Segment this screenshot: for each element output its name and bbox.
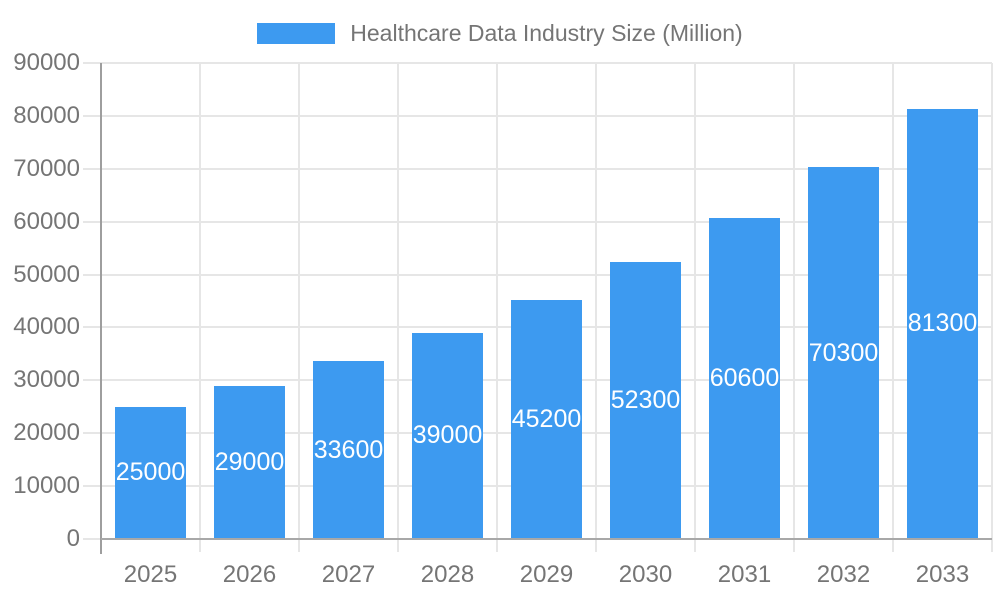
y-axis-label: 80000 xyxy=(13,101,80,129)
x-axis-label: 2028 xyxy=(420,561,475,588)
x-gridline xyxy=(892,63,894,539)
y-axis-tick xyxy=(83,114,101,117)
bar-2025[interactable] xyxy=(115,406,186,539)
x-gridline xyxy=(694,63,696,539)
y-gridline xyxy=(101,220,992,223)
x-axis-tick xyxy=(199,539,201,552)
x-axis-label: 2027 xyxy=(321,561,376,588)
x-axis-label: 2031 xyxy=(717,561,772,588)
x-gridline xyxy=(991,63,993,539)
y-axis-tick xyxy=(83,326,101,329)
y-axis-tick xyxy=(83,379,101,382)
bar-value-label: 52300 xyxy=(610,386,681,415)
y-axis-tick xyxy=(83,62,101,64)
x-axis-tick xyxy=(595,539,597,552)
legend-swatch xyxy=(257,22,336,44)
y-axis-label: 60000 xyxy=(13,207,80,235)
y-axis-label: 70000 xyxy=(13,154,80,182)
bar-value-label: 33600 xyxy=(313,435,384,464)
bar-2032[interactable] xyxy=(808,167,879,539)
y-axis-label: 30000 xyxy=(13,366,80,394)
x-axis-tick xyxy=(496,539,498,552)
x-axis-tick xyxy=(991,539,993,552)
bar-2027[interactable] xyxy=(313,361,384,539)
bar-value-label: 39000 xyxy=(412,421,483,450)
bar-value-label: 29000 xyxy=(214,447,285,476)
x-axis-label: 2029 xyxy=(519,561,574,588)
y-gridline xyxy=(101,114,992,117)
x-axis-tick xyxy=(793,539,795,552)
bar-value-label: 45200 xyxy=(511,404,582,433)
x-axis-label: 2030 xyxy=(618,561,673,588)
x-axis-line xyxy=(101,538,992,540)
x-axis-label: 2026 xyxy=(222,561,277,588)
bar-2033[interactable] xyxy=(907,109,978,539)
y-axis-label: 90000 xyxy=(13,49,80,76)
x-axis-tick xyxy=(694,539,696,552)
y-gridline xyxy=(101,62,992,64)
y-axis-label: 10000 xyxy=(13,472,80,500)
x-gridline xyxy=(199,63,201,539)
bar-value-label: 70300 xyxy=(808,338,879,367)
y-axis-tick xyxy=(83,485,101,488)
y-axis-label: 40000 xyxy=(13,313,80,341)
y-axis-label: 20000 xyxy=(13,419,80,447)
x-axis-label: 2032 xyxy=(816,561,871,588)
y-axis-tick xyxy=(83,167,101,170)
bar-2031[interactable] xyxy=(709,218,780,539)
x-gridline xyxy=(793,63,795,539)
y-axis-tick xyxy=(83,273,101,276)
bar-value-label: 60600 xyxy=(709,364,780,393)
x-axis-tick xyxy=(298,539,300,552)
bar-2028[interactable] xyxy=(412,332,483,539)
y-axis-label: 0 xyxy=(66,525,80,552)
legend-item[interactable]: Healthcare Data Industry Size (Million) xyxy=(0,20,1000,46)
y-axis-label: 50000 xyxy=(13,260,80,288)
y-axis-tick xyxy=(83,432,101,435)
y-gridline xyxy=(101,167,992,170)
y-axis-line xyxy=(100,63,102,554)
y-axis-tick xyxy=(83,220,101,223)
y-axis-tick xyxy=(83,538,101,540)
x-axis-label: 2025 xyxy=(123,561,178,588)
legend-label: Healthcare Data Industry Size (Million) xyxy=(350,19,743,46)
bar-2030[interactable] xyxy=(610,262,681,539)
bar-2026[interactable] xyxy=(214,385,285,539)
x-axis-tick xyxy=(892,539,894,552)
x-gridline xyxy=(397,63,399,539)
y-gridline xyxy=(101,273,992,276)
bar-value-label: 25000 xyxy=(115,458,186,487)
x-gridline xyxy=(595,63,597,539)
x-axis-tick xyxy=(397,539,399,552)
bar-value-label: 81300 xyxy=(907,309,978,338)
x-gridline xyxy=(298,63,300,539)
x-axis-label: 2033 xyxy=(915,561,970,588)
bar-2029[interactable] xyxy=(511,299,582,539)
x-gridline xyxy=(496,63,498,539)
